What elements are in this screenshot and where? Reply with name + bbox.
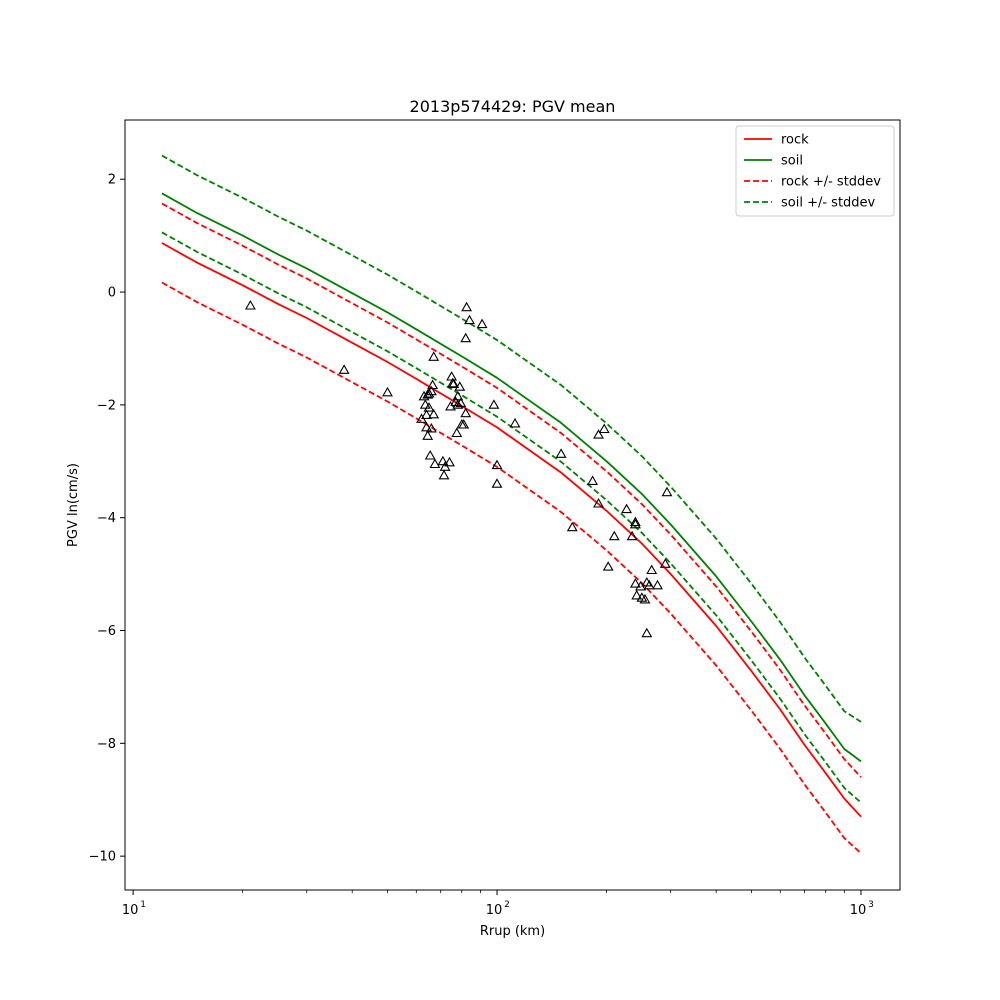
legend-label: rock — [781, 133, 809, 148]
y-tick-label: 0 — [108, 286, 116, 301]
observation-point — [491, 459, 503, 470]
y-axis: 2 0 −2 −4 −6 −8 −10 — [89, 173, 125, 865]
legend: rock soil rock +/- stddev soil +/- stddev — [735, 125, 895, 217]
series-line-1 — [161, 192, 862, 763]
observation-point — [659, 558, 671, 568]
x-tick-exponent: 2 — [504, 900, 510, 910]
observations-layer — [244, 299, 673, 638]
observation-point — [593, 497, 604, 508]
series-line-0 — [161, 242, 862, 818]
observation-point — [421, 409, 432, 419]
observation-point — [428, 351, 440, 361]
series-line-5 — [161, 231, 862, 804]
observation-point — [437, 455, 449, 466]
y-tick-label: −6 — [97, 624, 116, 639]
x-tick-exponent: 3 — [868, 900, 874, 910]
observation-point — [444, 456, 455, 467]
x-tick-exponent: 1 — [140, 900, 146, 910]
observation-point — [629, 516, 641, 527]
observation-point — [422, 430, 434, 440]
chart-title: 2013p574429: PGV mean — [410, 97, 616, 116]
y-tick-label: −10 — [89, 850, 116, 865]
legend-label: rock +/- stddev — [781, 175, 881, 190]
legend-label: soil — [781, 154, 803, 169]
observation-point — [491, 478, 503, 488]
x-axis: 10 1 10 2 10 3 — [122, 890, 874, 918]
observation-point — [423, 387, 435, 398]
y-tick-label: 2 — [108, 173, 116, 188]
y-tick-label: −2 — [97, 398, 116, 413]
observation-point — [452, 399, 464, 409]
y-axis-label: PGV ln(cm/s) — [66, 463, 81, 547]
observation-point — [460, 407, 472, 418]
observation-point — [425, 422, 437, 433]
x-axis-label: Rrup (km) — [480, 924, 545, 939]
observation-point — [418, 390, 430, 401]
observation-point — [424, 449, 436, 460]
observation-point — [451, 427, 463, 438]
observation-point — [244, 299, 256, 310]
observation-point — [447, 377, 459, 388]
x-tick-label: 10 — [486, 903, 503, 918]
series-line-2 — [161, 202, 862, 778]
observation-point — [455, 397, 467, 408]
observation-point — [643, 579, 655, 590]
series-line-3 — [161, 281, 862, 854]
observation-point — [593, 429, 604, 439]
observation-point — [626, 530, 638, 541]
observation-point — [419, 399, 431, 409]
observation-point — [598, 423, 610, 434]
observation-point — [641, 627, 653, 638]
legend-box — [735, 125, 895, 217]
observation-point — [629, 518, 641, 529]
observation-point — [621, 503, 633, 514]
observation-point — [652, 579, 663, 590]
observation-point — [629, 578, 641, 588]
observation-point — [445, 400, 456, 411]
observation-point — [461, 301, 473, 312]
y-tick-label: −4 — [97, 511, 116, 526]
observation-point — [423, 402, 435, 412]
x-tick-label: 10 — [122, 903, 139, 918]
observation-point — [488, 399, 500, 409]
series-layer — [161, 154, 862, 854]
observation-point — [464, 314, 475, 325]
legend-label: soil +/- stddev — [781, 196, 876, 211]
observation-point — [509, 417, 521, 428]
observation-point — [438, 469, 450, 480]
observation-point — [428, 408, 440, 419]
observation-point — [425, 385, 437, 396]
observation-point — [429, 458, 441, 469]
observation-point — [631, 589, 643, 600]
observation-point — [382, 386, 393, 397]
observation-point — [338, 364, 350, 374]
observation-point — [646, 564, 658, 575]
observation-point — [639, 593, 651, 604]
plot-area-frame — [124, 119, 901, 891]
observation-point — [448, 378, 460, 388]
observation-point — [566, 521, 578, 532]
y-tick-label: −8 — [97, 737, 116, 752]
observation-point — [454, 381, 466, 391]
observation-point — [555, 448, 567, 458]
observation-point — [460, 332, 472, 343]
observation-point — [421, 421, 432, 432]
observation-point — [476, 318, 488, 329]
observation-point — [458, 418, 470, 429]
x-tick-label: 10 — [850, 903, 867, 918]
observation-point — [602, 561, 614, 571]
observation-point — [427, 379, 439, 390]
observation-point — [608, 530, 620, 541]
observation-point — [587, 475, 599, 485]
observation-point — [661, 486, 673, 497]
series-line-4 — [161, 154, 862, 723]
